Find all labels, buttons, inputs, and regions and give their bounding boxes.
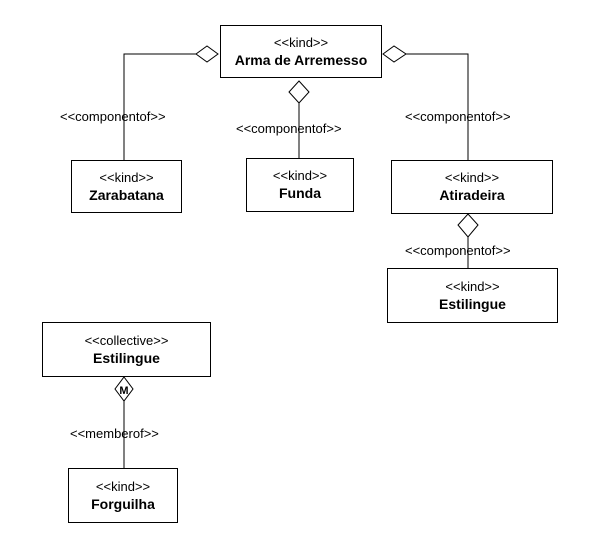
edge-arma-zarabatana (123, 53, 196, 160)
member-marker: M (119, 385, 128, 397)
class-name: Arma de Arremesso (234, 51, 368, 68)
class-atiradeira[interactable]: <<kind>> Atiradeira (391, 160, 553, 214)
class-stereotype: <<kind>> (273, 34, 329, 50)
member-diamond-icon (114, 376, 134, 402)
aggregation-diamond-icon (457, 213, 479, 238)
class-stereotype: <<kind>> (95, 478, 151, 494)
class-zarabatana[interactable]: <<kind>> Zarabatana (71, 160, 182, 213)
class-name: Funda (279, 185, 321, 201)
relation-label-componentof: <<componentof>> (405, 243, 511, 258)
class-stereotype: <<kind>> (99, 169, 154, 185)
class-arma-de-arremesso[interactable]: <<kind>> Arma de Arremesso (220, 25, 382, 78)
aggregation-diamond-icon (382, 45, 407, 63)
relation-label-componentof: <<componentof>> (236, 121, 342, 136)
relation-label-memberof: <<memberof>> (70, 426, 159, 441)
class-name: Estilingue (93, 349, 160, 366)
relation-label-componentof: <<componentof>> (60, 109, 166, 124)
class-name: Forguilha (91, 495, 155, 512)
class-estilingue-kind[interactable]: <<kind>> Estilingue (387, 268, 558, 323)
class-stereotype: <<kind>> (445, 278, 500, 294)
relation-label-componentof: <<componentof>> (405, 109, 511, 124)
aggregation-diamond-icon (195, 45, 219, 63)
class-stereotype: <<kind>> (444, 170, 500, 185)
class-estilingue-collective[interactable]: <<collective>> Estilingue (42, 322, 211, 377)
aggregation-diamond-icon (288, 80, 310, 104)
class-funda[interactable]: <<kind>> Funda (246, 158, 354, 212)
class-stereotype: <<collective>> (84, 332, 169, 348)
class-name: Estilingue (439, 295, 506, 312)
class-name: Atiradeira (439, 187, 505, 203)
class-forguilha[interactable]: <<kind>> Forguilha (68, 468, 178, 523)
class-stereotype: <<kind>> (272, 168, 328, 183)
edge-arma-atiradeira (406, 53, 469, 160)
class-name: Zarabatana (89, 186, 164, 203)
